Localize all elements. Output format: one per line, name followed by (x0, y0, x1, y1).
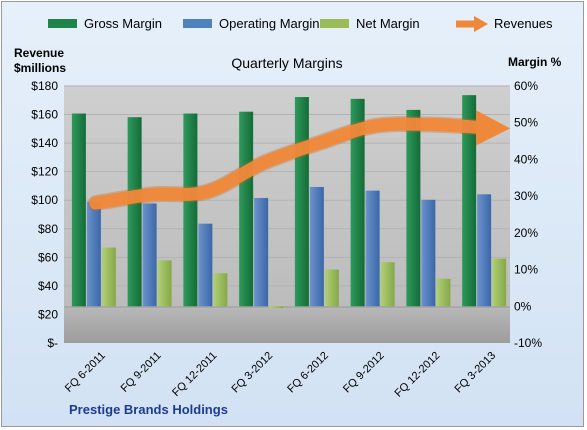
operating-margin-bar[interactable] (309, 186, 324, 307)
left-tick-label: $20 (38, 307, 58, 321)
plot-floor (64, 307, 510, 343)
left-tick-label: $60 (38, 250, 58, 264)
net-margin-bar[interactable] (436, 278, 451, 307)
x-tick-label: FQ 9-2011 (119, 350, 164, 395)
legend-swatch (48, 19, 77, 28)
right-tick-label: 60% (514, 79, 538, 93)
right-tick-label: 50% (514, 116, 538, 130)
net-margin-bar[interactable] (101, 247, 116, 307)
net-margin-bar[interactable] (157, 260, 172, 307)
gross-margin-bar[interactable] (239, 111, 254, 307)
legend-swatch (320, 19, 349, 28)
left-tick-label: $160 (31, 108, 58, 122)
right-tick-label: 0% (514, 299, 532, 313)
legend-label: Operating Margin (219, 16, 319, 31)
operating-margin-bar[interactable] (198, 223, 213, 307)
right-tick-label: 30% (514, 189, 538, 203)
legend-swatch (183, 19, 212, 28)
gross-margin-bar[interactable] (406, 109, 421, 307)
operating-margin-bar[interactable] (142, 203, 157, 307)
right-tick-label: -10% (514, 336, 542, 350)
legend-arrow-icon (474, 16, 488, 32)
operating-margin-bar[interactable] (365, 190, 380, 307)
x-tick-label: FQ 6-2011 (63, 350, 108, 395)
gross-margin-bar[interactable] (183, 113, 198, 307)
left-tick-label: $40 (38, 279, 58, 293)
net-margin-bar[interactable] (213, 273, 228, 307)
x-tick-label: FQ 12-2012 (393, 350, 443, 400)
gross-margin-bar[interactable] (350, 98, 365, 307)
gross-margin-bar[interactable] (71, 113, 86, 307)
right-tick-label: 20% (514, 226, 538, 240)
revenues-line[interactable] (89, 117, 487, 210)
left-tick-label: $120 (31, 165, 58, 179)
legend-label: Net Margin (356, 16, 420, 31)
operating-margin-bar[interactable] (254, 197, 269, 307)
net-margin-bar[interactable] (324, 269, 339, 307)
operating-margin-bar[interactable] (86, 201, 101, 307)
chart-title: Quarterly Margins (231, 55, 342, 71)
left-axis-label: $millions (14, 61, 66, 75)
left-tick-label: $180 (31, 79, 58, 93)
left-axis-label: Revenue (14, 46, 64, 60)
legend-label: Revenues (494, 16, 553, 31)
legend-label: Gross Margin (84, 16, 162, 31)
gross-margin-bar[interactable] (294, 97, 309, 307)
x-tick-label: FQ 6-2012 (285, 350, 331, 396)
gross-margin-bar[interactable] (462, 95, 477, 307)
x-tick-label: FQ 9-2012 (341, 350, 387, 396)
right-tick-label: 40% (514, 152, 538, 166)
net-margin-bar[interactable] (492, 258, 507, 307)
left-tick-label: $80 (38, 222, 58, 236)
left-tick-label: $100 (31, 193, 58, 207)
footnote: Prestige Brands Holdings (69, 402, 228, 417)
right-tick-label: 10% (514, 263, 538, 277)
x-tick-label: FQ 3-2013 (453, 350, 499, 396)
gross-margin-bar[interactable] (127, 117, 142, 307)
x-tick-label: FQ 12-2011 (170, 350, 219, 399)
net-margin-bar[interactable] (269, 306, 284, 309)
right-axis-label: Margin % (508, 55, 562, 69)
operating-margin-bar[interactable] (477, 194, 492, 307)
net-margin-bar[interactable] (380, 262, 395, 307)
revenues-arrowhead (476, 110, 511, 146)
left-tick-label: $140 (31, 136, 58, 150)
x-tick-label: FQ 3-2012 (230, 350, 276, 396)
left-tick-label: $- (47, 336, 58, 350)
operating-margin-bar[interactable] (421, 199, 436, 307)
